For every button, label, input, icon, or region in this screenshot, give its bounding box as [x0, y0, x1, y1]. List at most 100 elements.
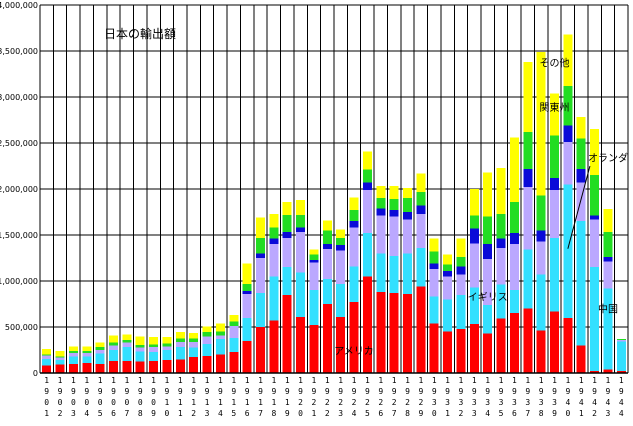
bar-segment [349, 221, 359, 228]
bar-segment [149, 347, 159, 352]
bar-segment [162, 343, 172, 347]
annotation-label: 中国 [598, 302, 618, 315]
x-tick-digit: 0 [124, 398, 129, 407]
x-tick-digit: 1 [231, 398, 236, 407]
bar-segment [282, 237, 292, 268]
bar-segment [229, 321, 239, 327]
bar-segment [175, 346, 185, 360]
x-tick-digit: 9 [271, 387, 276, 396]
bar-segment [550, 177, 559, 190]
annotation-label: アメリカ [334, 346, 374, 358]
x-tick-digit: 1 [579, 376, 584, 385]
bar-segment [215, 323, 225, 332]
bar-segment [563, 125, 573, 143]
x-tick-digit: 1 [124, 376, 129, 385]
x-tick-digit: 1 [445, 376, 450, 385]
bar-segment [256, 258, 265, 293]
bar-segment [282, 294, 292, 373]
bar-segment [55, 357, 65, 361]
x-tick-digit: 1 [298, 376, 303, 385]
bar-segment [296, 214, 306, 228]
x-tick-digit: 1 [191, 398, 196, 407]
bar-segment [215, 331, 225, 336]
bar-segment [309, 254, 319, 260]
bar-segment [269, 213, 279, 228]
x-tick-digit: 3 [485, 398, 490, 407]
x-tick-digit: 4 [218, 409, 223, 418]
annotation-label: その他 [540, 57, 570, 70]
bar-segment [82, 362, 92, 373]
bar-segment [282, 267, 292, 295]
x-tick-digit: 2 [312, 398, 317, 407]
bar-segment [95, 350, 105, 354]
bar-segment [336, 283, 346, 317]
gridlines [39, 4, 629, 374]
bar-segment [536, 195, 546, 231]
bar-segment [483, 333, 493, 373]
bar-segment [443, 264, 453, 271]
x-tick-digit: 1 [432, 376, 437, 385]
bar-segment [429, 238, 439, 252]
bar-segment [309, 259, 319, 263]
x-tick-digit: 9 [151, 387, 156, 396]
bar-segment [82, 350, 92, 353]
bar-segment [189, 332, 199, 339]
bar-segment [456, 294, 466, 329]
bar-segment [82, 352, 92, 357]
x-tick-digit: 6 [512, 409, 517, 418]
x-tick-digit: 9 [178, 387, 183, 396]
x-tick-digit: 1 [378, 376, 383, 385]
bar-segment [269, 320, 279, 373]
bar-segment [403, 293, 412, 373]
bar-segment [362, 233, 372, 277]
bar-segment [175, 332, 185, 339]
x-tick-digit: 9 [525, 387, 530, 396]
bar-segment [189, 338, 199, 343]
x-tick-digit: 0 [298, 409, 303, 418]
x-tick-digit: 3 [459, 398, 464, 407]
bar-segment [202, 332, 212, 337]
bar-segment [536, 274, 546, 331]
bar-segment [309, 290, 319, 326]
x-tick-digit: 3 [499, 398, 504, 407]
bar-segment [456, 257, 466, 267]
x-tick-digit: 9 [418, 387, 423, 396]
bar-segment [95, 363, 105, 373]
x-tick-digit: 0 [151, 398, 156, 407]
x-tick-digit: 1 [525, 376, 530, 385]
x-tick-digit: 8 [405, 409, 410, 418]
bar-segment [68, 356, 78, 364]
bar-segment [509, 137, 519, 202]
x-tick-digit: 9 [231, 387, 236, 396]
bar-segment [229, 338, 239, 352]
x-tick-digit: 1 [606, 376, 611, 385]
bar-segment [256, 217, 265, 238]
bar-segment [189, 342, 199, 348]
bar-segment [376, 215, 386, 254]
x-tick-digit: 4 [565, 398, 570, 407]
x-tick-digit: 7 [392, 409, 397, 418]
x-tick-digit: 2 [58, 409, 63, 418]
x-tick-digit: 3 [512, 398, 517, 407]
x-tick-digit: 5 [231, 409, 236, 418]
bar-segment [322, 304, 332, 373]
bar-segment [109, 335, 118, 343]
annotation-leader [567, 165, 591, 249]
x-tick-digit: 1 [512, 376, 517, 385]
x-tick-digit: 6 [245, 409, 250, 418]
bar-segment [523, 308, 533, 373]
bar-segment [469, 324, 479, 373]
x-tick-digit: 1 [459, 376, 464, 385]
bar-segment [322, 248, 332, 280]
x-tick-digit: 3 [525, 398, 530, 407]
x-tick-digit: 3 [71, 409, 76, 418]
bar-segment [389, 292, 399, 373]
